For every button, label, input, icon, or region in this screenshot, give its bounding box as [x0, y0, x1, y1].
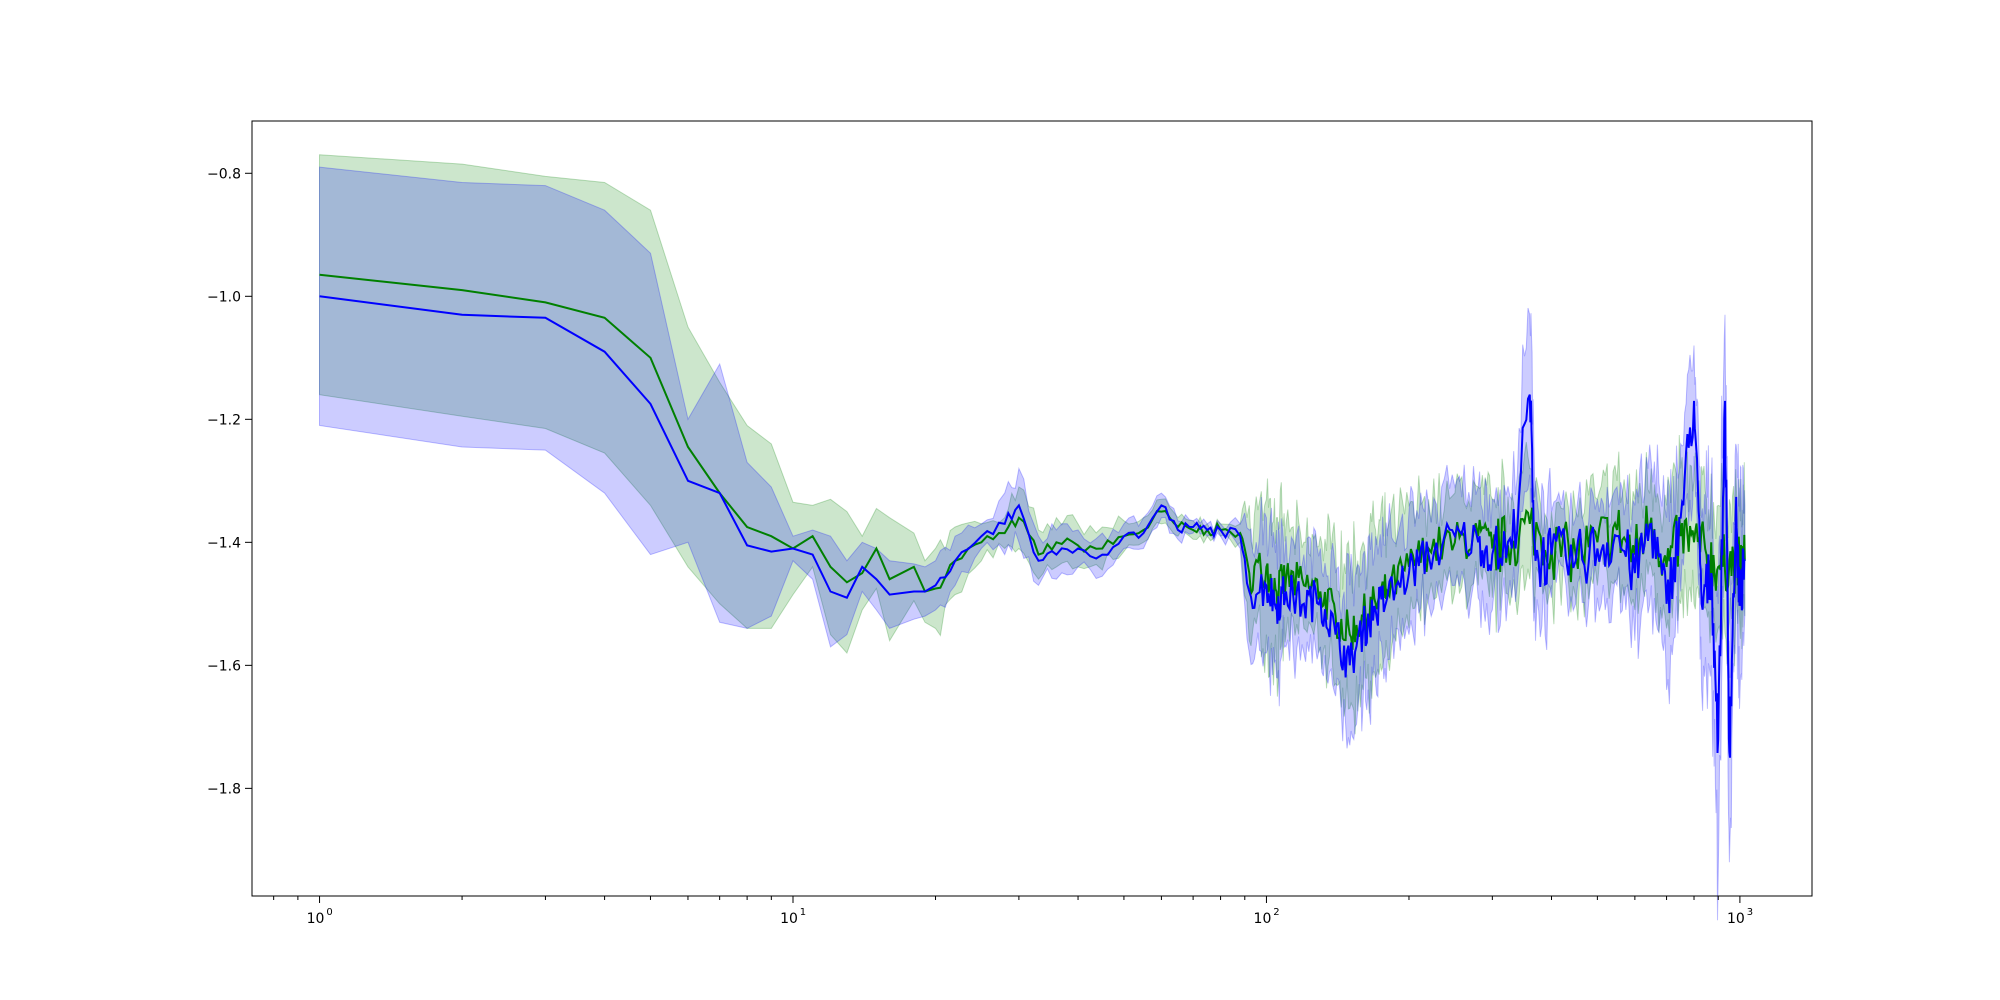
- y-tick-label: −1.2: [207, 412, 241, 428]
- plot-frame: [251, 120, 1813, 897]
- x-tick-exponent: 3: [1747, 907, 1753, 918]
- x-tick-exponent: 1: [800, 907, 806, 918]
- x-tick-label: 10: [780, 911, 798, 927]
- y-axis: −0.8 −1.0 −1.2 −1.4 −1.6 −1.8: [207, 166, 252, 797]
- series-lines: [319, 273, 1746, 758]
- x-tick-exponent: 2: [1273, 907, 1279, 918]
- y-tick-label: −1.8: [207, 781, 241, 797]
- series-line-green: [319, 273, 1746, 650]
- x-tick-exponent: 0: [326, 907, 332, 918]
- y-tick-label: −1.0: [207, 289, 241, 305]
- y-tick-label: −0.8: [207, 166, 241, 182]
- x-tick-label: 10: [1254, 911, 1272, 927]
- y-tick-label: −1.4: [207, 535, 241, 551]
- series-line-blue: [319, 295, 1746, 758]
- x-axis: 10 0 10 1 10 2 10 3: [273, 896, 1753, 927]
- x-tick-label: 10: [307, 911, 325, 927]
- y-tick-label: −1.6: [207, 658, 241, 674]
- x-tick-label: 10: [1727, 911, 1745, 927]
